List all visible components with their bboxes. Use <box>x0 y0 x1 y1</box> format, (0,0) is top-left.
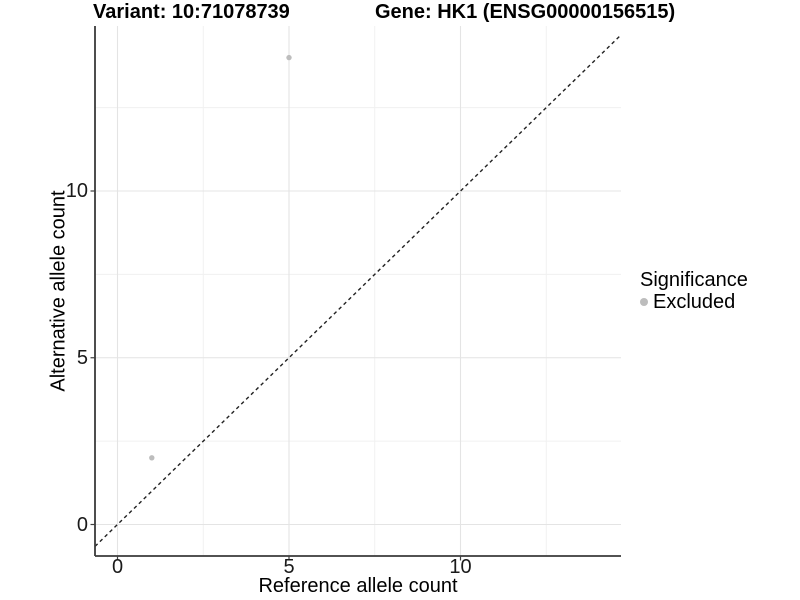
legend-item-label: Excluded <box>653 291 736 313</box>
identity-line <box>94 34 622 547</box>
plot-title-variant: Variant: 10:71078739 <box>93 1 290 23</box>
plot-title-gene: Gene: HK1 (ENSG00000156515) <box>375 1 676 23</box>
legend-title: Significance <box>640 269 748 291</box>
data-point <box>149 455 155 461</box>
y-axis-title: Alternative allele count <box>47 190 70 392</box>
legend-point-swatch <box>640 298 648 306</box>
y-tick-label: 0 <box>76 513 88 536</box>
legend: Significance Excluded <box>640 269 748 313</box>
data-point <box>286 54 292 61</box>
y-tick-label: 5 <box>76 346 88 369</box>
legend-item-excluded: Excluded <box>640 291 748 313</box>
x-tick-label: 5 <box>283 556 295 578</box>
x-tick-label: 10 <box>449 556 472 578</box>
x-axis-title: Reference allele count <box>258 575 458 597</box>
y-tick-label: 10 <box>65 180 88 202</box>
x-tick-label: 0 <box>111 556 124 578</box>
